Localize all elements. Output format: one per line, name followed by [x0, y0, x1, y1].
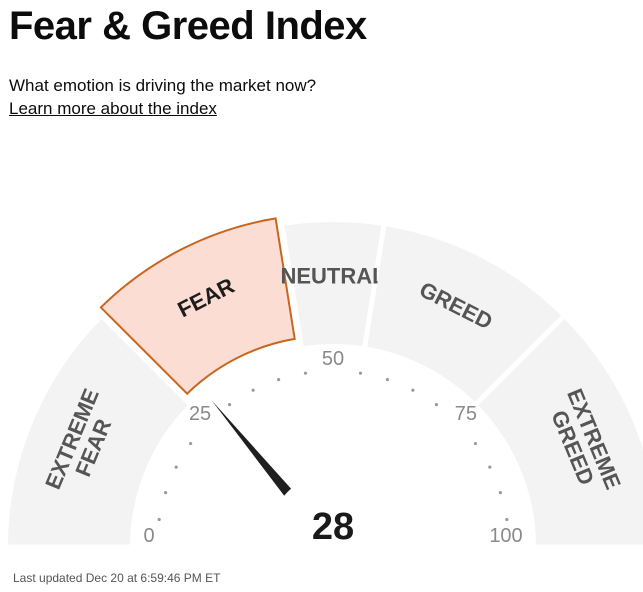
gauge-tick-dot [473, 441, 477, 446]
gauge-hub [269, 473, 397, 560]
gauge-segment-neutral [284, 221, 382, 347]
gauge-segment-extreme-fear [8, 318, 188, 545]
gauge-tick-dot [174, 465, 178, 469]
gauge-scale-label-0: 0 [143, 525, 154, 547]
gauge-scale-label-25: 25 [189, 403, 211, 425]
learn-more-link[interactable]: Learn more about the index [9, 99, 217, 118]
gauge-tick-dot [227, 403, 232, 407]
gauge-needle-group: 28 [211, 400, 397, 560]
gauge-needle [211, 400, 310, 517]
page-title: Fear & Greed Index [9, 4, 367, 48]
gauge-tick-dot [358, 371, 363, 375]
gauge-tick-dot [505, 517, 509, 522]
gauge-segment-neutral-label: NEUTRAL [280, 264, 385, 289]
gauge-tick-dot [303, 371, 308, 375]
gauge-segment-fear [99, 217, 296, 396]
gauge-tick-dot [277, 378, 281, 382]
gauge-segment-extreme-greed [478, 318, 643, 545]
page-subtitle: What emotion is driving the market now? [9, 76, 317, 95]
gauge-tick-dot [189, 441, 193, 446]
gauge-tick-dot [498, 491, 502, 495]
gauge-scale-label-100: 100 [489, 525, 522, 547]
gauge-tick-dot [411, 388, 415, 392]
last-updated: Last updated Dec 20 at 6:59:46 PM ET [13, 571, 221, 585]
gauge-scale-label-50: 50 [322, 348, 344, 370]
gauge-value: 28 [312, 506, 354, 548]
gauge-tick-dots [157, 371, 509, 522]
gauge-tick-dot [488, 465, 492, 469]
gauge-tick-dot [251, 388, 255, 392]
gauge-scale-labels: 0 25 50 75 100 [143, 348, 522, 547]
gauge-tick-dot [157, 517, 161, 522]
gauge-segment-greed [367, 226, 562, 402]
gauge-scale-label-75: 75 [455, 403, 477, 425]
gauge-tick-dot [434, 403, 439, 407]
gauge-tick-dot [385, 378, 389, 382]
gauge-tick-dot [164, 491, 168, 495]
segment-label-line: NEUTRAL [280, 264, 385, 289]
